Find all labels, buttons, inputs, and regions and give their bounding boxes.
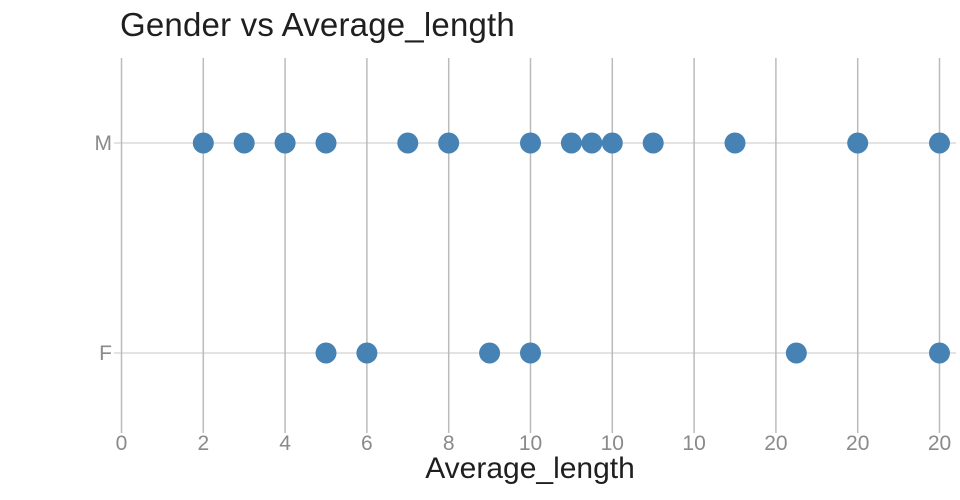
x-tick-label: 20: [928, 432, 951, 455]
data-point-M: [929, 132, 950, 154]
chart-title: Gender vs Average_length: [120, 6, 515, 43]
data-point-F: [520, 342, 541, 364]
x-tick-label: 20: [846, 432, 869, 455]
data-point-M: [601, 132, 623, 154]
x-tick-label: 6: [361, 432, 373, 455]
x-tick-label: 4: [279, 432, 291, 455]
data-point-M: [724, 132, 746, 154]
x-tick-label: 10: [519, 432, 542, 455]
data-point-M: [560, 132, 582, 154]
data-point-F: [315, 342, 337, 364]
x-tick-label: 2: [197, 432, 209, 455]
vertical-gridlines: [120, 58, 941, 433]
data-point-M: [581, 132, 603, 154]
y-tick-label-M: M: [95, 132, 113, 155]
data-point-M: [192, 132, 214, 154]
x-axis-tick-labels: 0 2 4 6 8 10 10 10 20 20 20: [116, 432, 952, 455]
data-point-F: [479, 342, 501, 364]
horizontal-gridlines: [114, 142, 956, 354]
data-point-M: [397, 132, 419, 154]
data-point-M: [233, 132, 255, 154]
data-point-M: [438, 132, 460, 154]
data-point-M: [315, 132, 337, 154]
y-tick-label-F: F: [99, 342, 112, 365]
data-point-M: [274, 132, 296, 154]
x-tick-label: 10: [682, 432, 705, 455]
x-tick-label: 8: [443, 432, 455, 455]
data-point-F: [356, 342, 378, 364]
x-tick-label: 20: [764, 432, 787, 455]
x-tick-label: 10: [601, 432, 624, 455]
data-point-M: [520, 132, 541, 154]
data-point-M: [642, 132, 664, 154]
data-points: [192, 132, 950, 364]
x-axis-title: Average_length: [425, 452, 635, 485]
data-point-F: [785, 342, 807, 364]
data-point-F: [929, 342, 950, 364]
x-tick-label: 0: [116, 432, 128, 455]
y-axis-tick-labels: MF: [95, 132, 113, 365]
data-point-M: [847, 132, 869, 154]
